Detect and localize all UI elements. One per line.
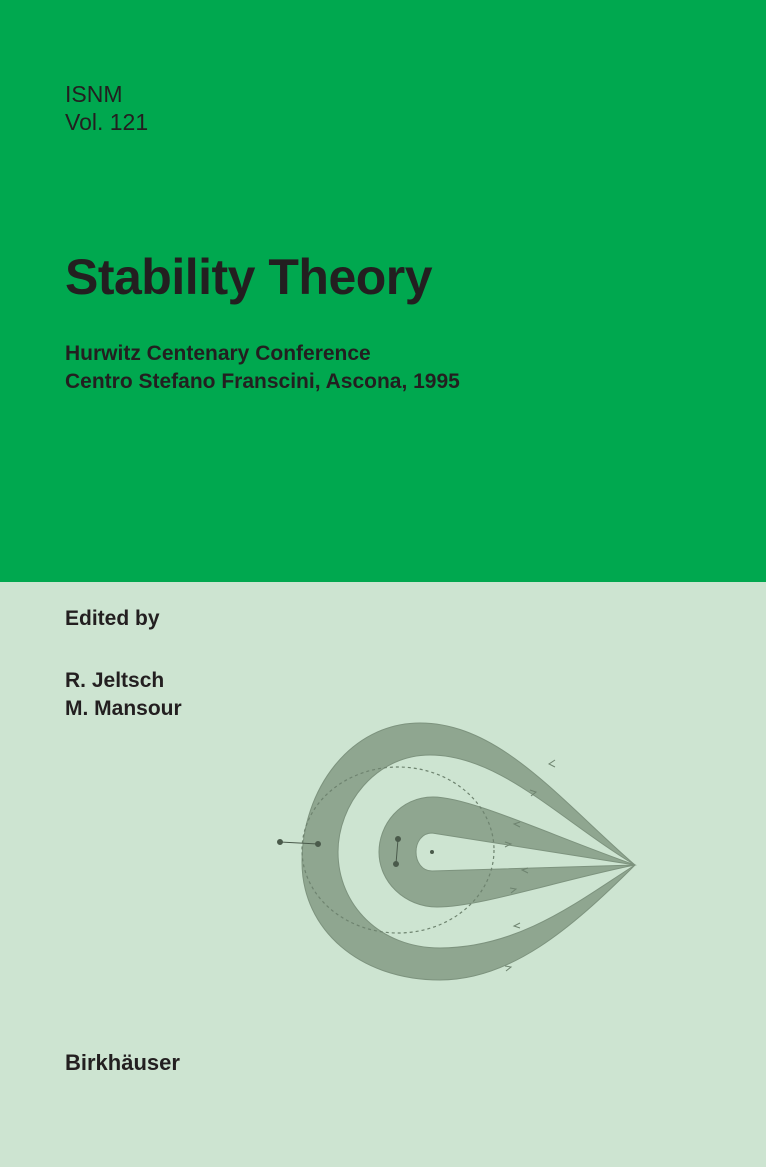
equilibrium-points	[277, 836, 434, 867]
inner-teardrop-band	[378, 796, 637, 908]
book-title: Stability Theory	[65, 249, 433, 305]
series-info: ISNM Vol. 121	[65, 80, 148, 136]
subtitle-line: Hurwitz Centenary Conference	[65, 342, 371, 365]
editor-name: R. Jeltsch	[65, 669, 165, 692]
publisher-name: Birkhäuser	[65, 1050, 180, 1075]
edited-by-label: Edited by	[65, 607, 160, 630]
book-subtitle: Hurwitz Centenary Conference Centro Stef…	[65, 340, 460, 396]
editors: R. Jeltsch M. Mansour	[65, 667, 182, 723]
dashed-circle	[301, 766, 495, 934]
outer-teardrop-band	[301, 722, 636, 981]
editor-name: M. Mansour	[65, 697, 182, 720]
cover-top-band	[0, 0, 766, 582]
cover-bottom-band	[0, 582, 766, 1167]
series-name: ISNM	[65, 81, 123, 107]
series-volume: Vol. 121	[65, 109, 149, 135]
flow-arrows	[504, 759, 556, 972]
subtitle-line: Centro Stefano Franscini, Ascona, 1995	[65, 370, 460, 393]
